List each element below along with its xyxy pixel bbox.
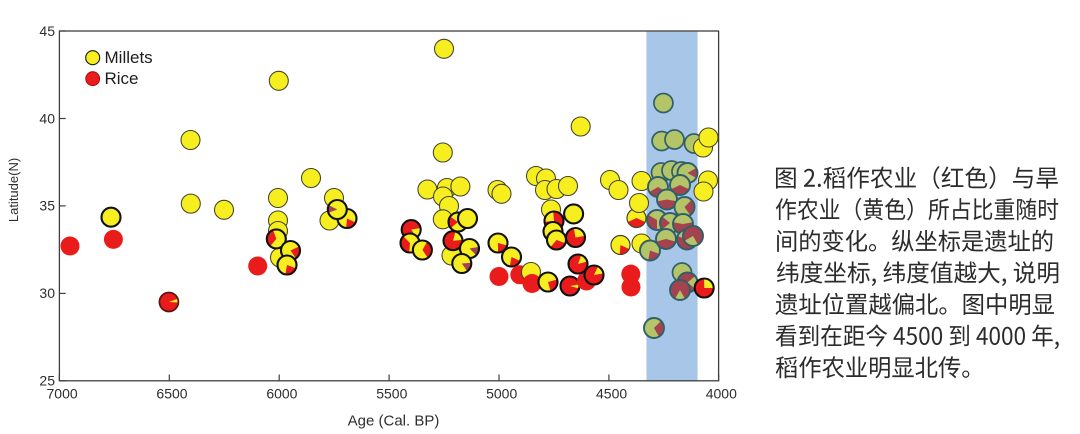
svg-text:Latitude(N): Latitude(N) [6, 158, 21, 222]
svg-text:4500: 4500 [596, 386, 627, 402]
svg-text:4000: 4000 [706, 386, 737, 402]
svg-text:35: 35 [39, 198, 55, 214]
svg-text:25: 25 [39, 373, 55, 389]
svg-text:6000: 6000 [266, 386, 297, 402]
svg-text:5500: 5500 [376, 386, 407, 402]
svg-text:7000: 7000 [47, 386, 78, 402]
svg-text:Millets: Millets [105, 48, 153, 67]
svg-text:Age (Cal. BP): Age (Cal. BP) [348, 412, 440, 429]
svg-text:30: 30 [39, 285, 55, 301]
svg-text:45: 45 [39, 23, 55, 39]
svg-text:6500: 6500 [156, 386, 187, 402]
svg-text:Rice: Rice [105, 69, 139, 88]
svg-text:5000: 5000 [486, 386, 517, 402]
svg-text:40: 40 [39, 110, 55, 126]
